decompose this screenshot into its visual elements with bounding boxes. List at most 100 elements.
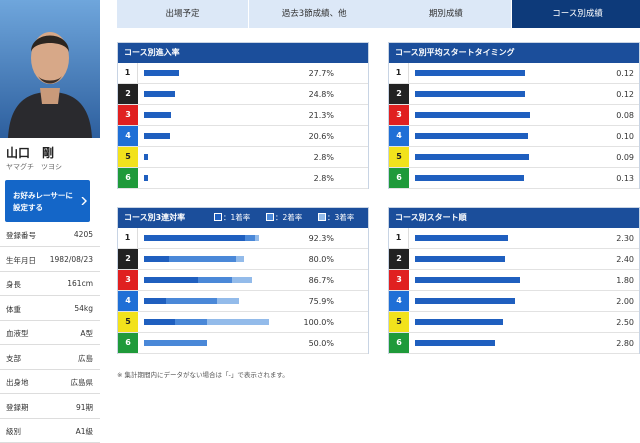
- value-label: 2.00: [616, 297, 634, 306]
- course-number: 6: [389, 333, 409, 353]
- value-label: 2.80: [616, 339, 634, 348]
- bar: [415, 319, 503, 325]
- value-label: 1.80: [616, 276, 634, 285]
- bar: [415, 235, 508, 241]
- course-row: 4 2.00: [389, 291, 639, 312]
- course-row: 6 2.8%: [118, 168, 368, 189]
- profile-row: 出身地 広島県: [0, 369, 100, 394]
- legend-label: ：1着率: [223, 213, 251, 222]
- profile-value: A型: [80, 329, 93, 338]
- course-row: 2 2.40: [389, 249, 639, 270]
- bar-segment: [165, 298, 218, 304]
- course-row: 3 21.3%: [118, 105, 368, 126]
- course-number: 4: [118, 291, 138, 311]
- profile-label: 登録番号: [6, 231, 36, 240]
- tab[interactable]: コース別成績: [512, 0, 640, 28]
- favorite-button[interactable]: お好みレーサーに 設定する: [5, 180, 90, 222]
- profile-label: 体重: [6, 304, 21, 314]
- value-label: 0.12: [616, 69, 634, 78]
- bar: [415, 298, 515, 304]
- course-row: 4 75.9%: [118, 291, 368, 312]
- profile-row: 血液型 A型: [0, 320, 100, 345]
- bar: [415, 133, 528, 139]
- chart-panel: コース別スタート順 1 2.30 2 2.40 3 1.80 4 2.00 5 2.50 6 2.80: [388, 207, 640, 354]
- chart-panel: コース別3連対率 ：1着率 ：2着率 ：3着率 1 92.3% 2 80.0% 3 86.7% 4 7…: [117, 207, 369, 354]
- bar-segment: [245, 235, 255, 241]
- course-number: 2: [118, 249, 138, 269]
- profile-label: 血液型: [6, 329, 29, 338]
- chart-title: コース別進入率: [124, 48, 180, 57]
- profile-value: 54kg: [74, 303, 93, 313]
- legend-entry: ：2着率: [266, 208, 302, 228]
- course-row: 6 0.13: [389, 168, 639, 189]
- chart-panel: コース別平均スタートタイミング 1 0.12 2 0.12 3 0.08 4 0.10 5 0.09…: [388, 42, 640, 189]
- profile-value: 広島: [78, 353, 93, 363]
- bar-segment: [231, 277, 253, 283]
- panel-header: コース別平均スタートタイミング: [389, 43, 639, 63]
- course-number: 4: [389, 126, 409, 146]
- tab[interactable]: 出場予定: [117, 0, 248, 28]
- profile-row: 支部 広島: [0, 345, 100, 370]
- course-row: 4 0.10: [389, 126, 639, 147]
- button-label: 設定する: [13, 203, 43, 212]
- course-number: 6: [389, 168, 409, 188]
- tab[interactable]: 過去3節成績、他: [248, 0, 380, 28]
- value-label: 2.50: [616, 318, 634, 327]
- bar: [415, 175, 524, 181]
- bar: [415, 70, 525, 76]
- course-number: 1: [389, 228, 409, 248]
- course-row: 5 2.8%: [118, 147, 368, 168]
- tab[interactable]: 期別成績: [380, 0, 512, 28]
- course-number: 4: [118, 126, 138, 146]
- value-label: 2.40: [616, 255, 634, 264]
- profile-label: 級別: [6, 427, 21, 436]
- bar-segment: [144, 235, 245, 241]
- course-number: 3: [389, 270, 409, 290]
- course-number: 5: [118, 147, 138, 167]
- value-label: 2.30: [616, 234, 634, 243]
- bar-segment: [254, 235, 260, 241]
- value-label: 24.8%: [308, 90, 334, 99]
- course-row: 3 0.08: [389, 105, 639, 126]
- bar: [415, 91, 525, 97]
- panel-header: コース別3連対率 ：1着率 ：2着率 ：3着率: [118, 208, 368, 228]
- profile-row: 身長 161cm: [0, 271, 100, 296]
- bar-segment: [144, 319, 176, 325]
- profile-label: 身長: [6, 280, 21, 289]
- course-row: 3 1.80: [389, 270, 639, 291]
- course-row: 5 100.0%: [118, 312, 368, 333]
- legend-label: ：3着率: [327, 213, 355, 222]
- total-label: 100.0%: [303, 318, 334, 327]
- bar-segment: [169, 256, 236, 262]
- bar-segment: [175, 319, 207, 325]
- bar: [415, 277, 520, 283]
- bar: [144, 70, 179, 76]
- course-number: 5: [389, 312, 409, 332]
- bar-segment: [217, 298, 239, 304]
- bar-segment: [206, 319, 269, 325]
- course-row: 1 27.7%: [118, 63, 368, 84]
- course-number: 2: [118, 84, 138, 104]
- bar-segment: [144, 256, 169, 262]
- profile-row: 体重 54kg: [0, 296, 100, 321]
- profile-value: 161cm: [67, 279, 93, 288]
- course-number: 1: [118, 228, 138, 248]
- bar: [415, 112, 530, 118]
- total-label: 80.0%: [308, 255, 334, 264]
- button-label: お好みレーサーに: [13, 191, 73, 200]
- legend-label: ：2着率: [275, 213, 303, 222]
- bar-segment: [235, 256, 244, 262]
- total-label: 75.9%: [308, 297, 334, 306]
- value-label: 2.8%: [313, 174, 334, 183]
- value-label: 0.09: [616, 153, 634, 162]
- profile-label: 生年月日: [6, 255, 36, 265]
- profile-value: 91期: [75, 402, 93, 412]
- course-row: 2 0.12: [389, 84, 639, 105]
- bar: [415, 154, 529, 160]
- value-label: 2.8%: [313, 153, 334, 162]
- bar: [144, 175, 148, 181]
- bar-segment: [144, 340, 207, 346]
- profile-value: 1982/08/23: [49, 254, 93, 264]
- course-number: 4: [389, 291, 409, 311]
